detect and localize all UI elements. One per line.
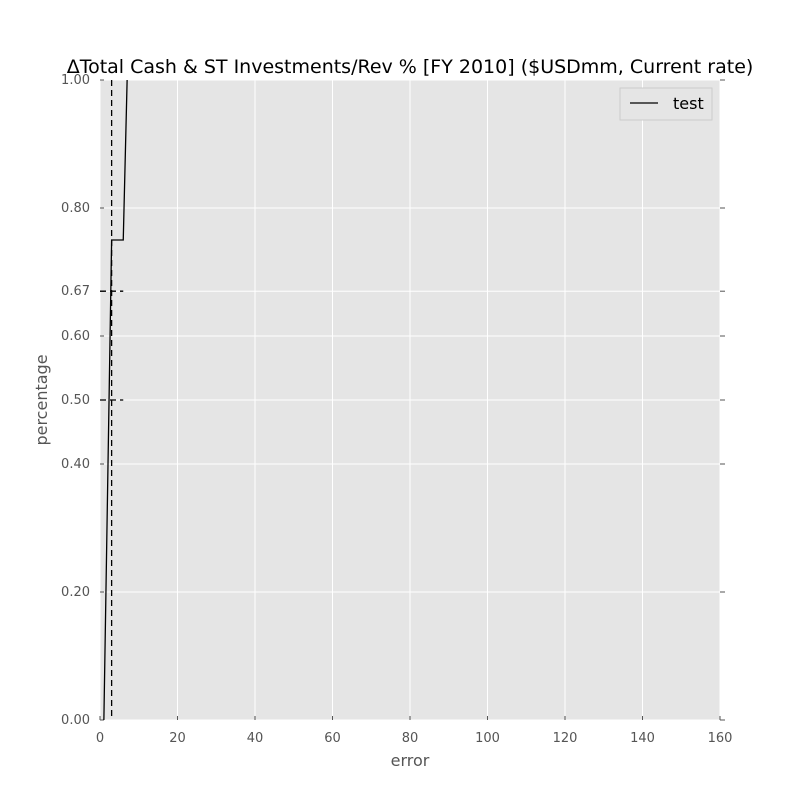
x-tick-label: 80: [402, 731, 419, 746]
x-tick-label: 100: [475, 731, 500, 746]
x-tick-label: 60: [324, 731, 341, 746]
y-tick-label: 0.80: [61, 201, 90, 216]
y-tick-labels: 0.00 0.20 0.40 0.50 0.60 0.67 0.80 1.00: [61, 73, 90, 728]
x-tick-label: 20: [169, 731, 186, 746]
legend-box: [619, 87, 713, 121]
y-tick-label: 0.50: [61, 393, 90, 408]
y-tick-label: 0.67: [61, 284, 90, 299]
x-tick-label: 140: [630, 731, 655, 746]
y-axis-label: percentage: [32, 354, 51, 445]
series-line-test: [103, 79, 128, 721]
y-tick-label: 0.20: [61, 585, 90, 600]
y-tick-label: 0.40: [61, 457, 90, 472]
x-tick-label: 0: [96, 731, 104, 746]
series-group: [103, 79, 128, 721]
x-axis-label: error: [391, 751, 430, 770]
legend: test: [619, 87, 713, 121]
legend-label: test: [673, 94, 704, 113]
y-tick-label: 0.00: [61, 713, 90, 728]
x-tick-label: 160: [708, 731, 733, 746]
y-tick-label: 0.60: [61, 329, 90, 344]
axis-ticks: [99, 79, 725, 721]
chart-title: ΔTotal Cash & ST Investments/Rev % [FY 2…: [67, 56, 754, 78]
x-tick-label: 120: [553, 731, 578, 746]
x-tick-label: 40: [247, 731, 264, 746]
y-tick-label: 1.00: [61, 73, 90, 88]
x-tick-labels: 0 20 40 60 80 100 120 140 160: [96, 731, 733, 746]
reference-lines: [100, 80, 124, 720]
